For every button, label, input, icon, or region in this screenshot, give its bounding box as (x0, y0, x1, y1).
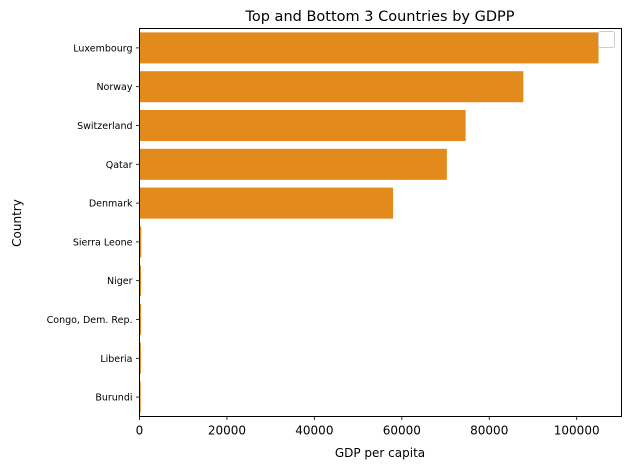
y-tick-label-3: Qatar (106, 160, 133, 171)
x-axis-ticks: 0 20000 40000 60000 80000 100000 (136, 416, 600, 438)
bar-1 (139, 71, 524, 103)
bar-4 (139, 187, 394, 219)
x-tick-label-0: 0 (136, 424, 144, 438)
y-tick-label-7: Congo, Dem. Rep. (47, 315, 133, 326)
plot-frame (139, 28, 622, 417)
x-tick-label-4: 80000 (470, 424, 508, 438)
x-tick-label-3: 60000 (383, 424, 421, 438)
bar-6 (139, 265, 142, 297)
chart-title: Top and Bottom 3 Countries by GDPP (244, 9, 514, 25)
y-tick-label-6: Niger (107, 276, 133, 287)
y-tick-label-9: Burundi (95, 393, 132, 404)
legend-box (598, 31, 615, 48)
bar-8 (139, 342, 141, 374)
y-tick-label-0: Luxembourg (73, 43, 132, 54)
y-tick-label-2: Switzerland (77, 121, 132, 132)
x-tick-label-1: 20000 (208, 424, 246, 438)
bar-3 (139, 148, 447, 180)
bar-5 (139, 226, 142, 258)
bars-group (139, 32, 599, 413)
bar-0 (139, 32, 599, 64)
x-tick-label-2: 40000 (295, 424, 333, 438)
bar-2 (139, 109, 466, 142)
y-tick-label-4: Denmark (89, 199, 133, 210)
bar-9 (139, 381, 141, 413)
y-tick-label-5: Sierra Leone (73, 237, 133, 248)
y-axis-label: Country (10, 199, 24, 247)
bar-7 (139, 303, 141, 336)
y-tick-label-8: Liberia (100, 354, 132, 365)
x-tick-label-5: 100000 (554, 424, 600, 438)
y-axis-ticks: Luxembourg Norway Switzerland Qatar Denmark S… (47, 43, 140, 404)
y-tick-label-1: Norway (96, 82, 132, 93)
x-axis-label: GDP per capita (335, 446, 425, 460)
